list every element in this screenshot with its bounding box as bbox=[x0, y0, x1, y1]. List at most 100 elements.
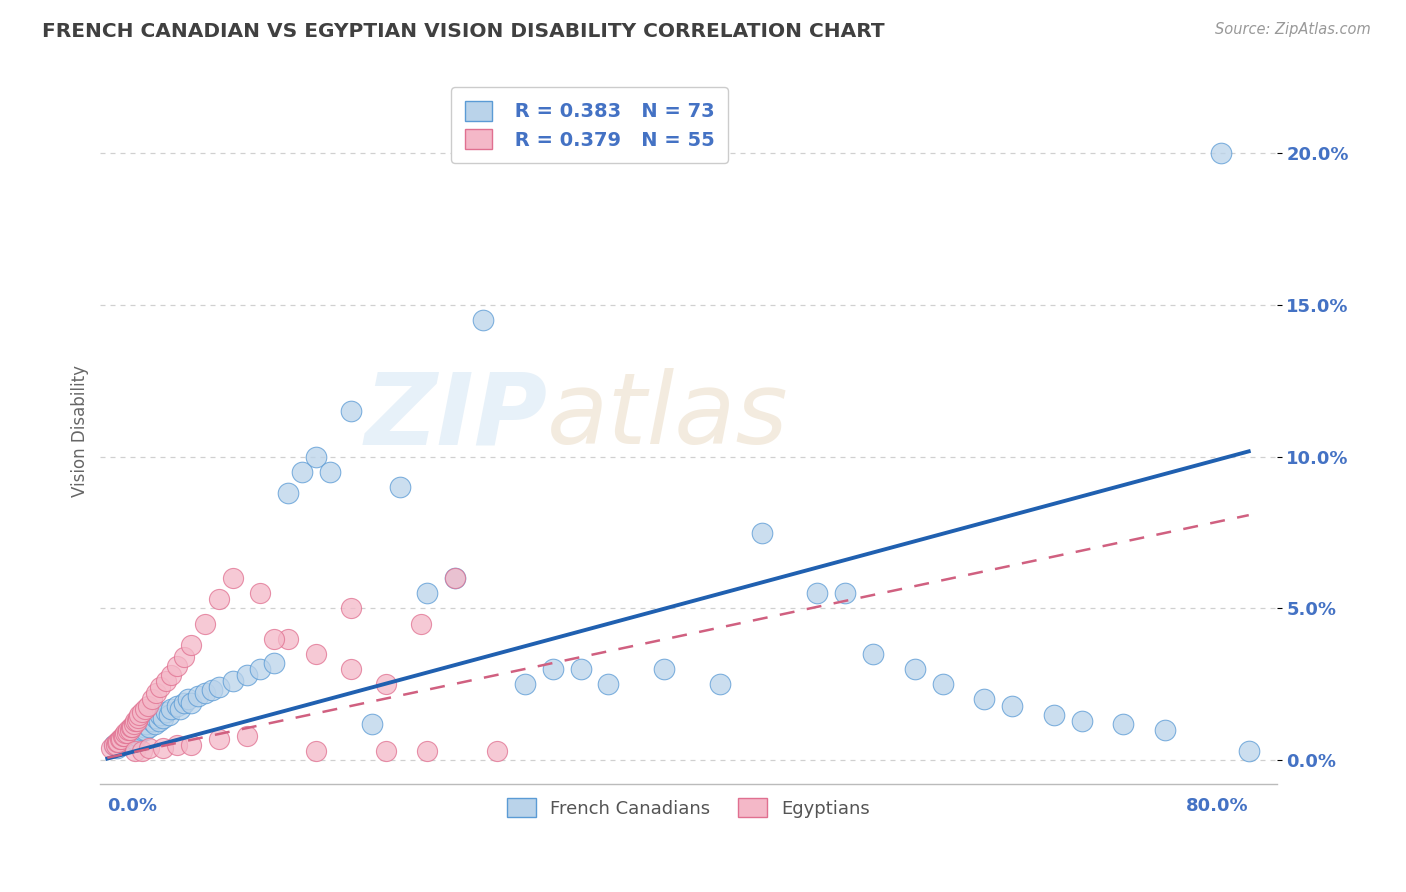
Point bbox=[125, 729, 148, 743]
Point bbox=[121, 720, 143, 734]
Point bbox=[1112, 716, 1135, 731]
Point bbox=[110, 735, 132, 749]
Point bbox=[208, 681, 231, 695]
Point bbox=[173, 696, 195, 710]
Point bbox=[155, 674, 177, 689]
Point bbox=[277, 632, 299, 646]
Point bbox=[122, 716, 145, 731]
Point bbox=[108, 731, 131, 746]
Point bbox=[388, 480, 411, 494]
Point bbox=[155, 705, 177, 719]
Point bbox=[201, 683, 224, 698]
Point bbox=[141, 692, 163, 706]
Point bbox=[1209, 146, 1232, 161]
Point bbox=[134, 701, 156, 715]
Text: FRENCH CANADIAN VS EGYPTIAN VISION DISABILITY CORRELATION CHART: FRENCH CANADIAN VS EGYPTIAN VISION DISAB… bbox=[42, 22, 884, 41]
Point bbox=[120, 729, 142, 743]
Point bbox=[135, 716, 157, 731]
Point bbox=[709, 677, 731, 691]
Point bbox=[444, 571, 467, 585]
Point bbox=[194, 686, 217, 700]
Point bbox=[472, 313, 495, 327]
Point bbox=[118, 735, 141, 749]
Point bbox=[263, 632, 285, 646]
Point bbox=[1001, 698, 1024, 713]
Point bbox=[128, 707, 150, 722]
Point bbox=[1070, 714, 1092, 728]
Point bbox=[1043, 707, 1066, 722]
Point bbox=[513, 677, 536, 691]
Point bbox=[166, 659, 188, 673]
Point bbox=[173, 650, 195, 665]
Point bbox=[112, 731, 135, 746]
Point bbox=[277, 486, 299, 500]
Text: 80.0%: 80.0% bbox=[1187, 797, 1249, 814]
Point bbox=[973, 692, 995, 706]
Point bbox=[166, 698, 188, 713]
Point bbox=[131, 744, 153, 758]
Point bbox=[409, 616, 432, 631]
Point bbox=[208, 592, 231, 607]
Point bbox=[291, 465, 314, 479]
Point bbox=[160, 701, 183, 715]
Point bbox=[374, 677, 396, 691]
Point bbox=[374, 744, 396, 758]
Point bbox=[134, 723, 156, 737]
Point bbox=[249, 586, 271, 600]
Point bbox=[235, 668, 257, 682]
Point bbox=[149, 707, 172, 722]
Point bbox=[416, 586, 439, 600]
Legend: French Canadians, Egyptians: French Canadians, Egyptians bbox=[501, 791, 877, 825]
Point bbox=[169, 701, 191, 715]
Point bbox=[131, 723, 153, 737]
Point bbox=[104, 738, 127, 752]
Point bbox=[128, 726, 150, 740]
Point bbox=[110, 731, 132, 746]
Point bbox=[103, 738, 125, 752]
Point bbox=[862, 647, 884, 661]
Point bbox=[208, 731, 231, 746]
Y-axis label: Vision Disability: Vision Disability bbox=[72, 365, 89, 497]
Point bbox=[180, 738, 202, 752]
Point bbox=[107, 738, 129, 752]
Point bbox=[569, 662, 592, 676]
Point bbox=[145, 686, 167, 700]
Text: 0.0%: 0.0% bbox=[107, 797, 157, 814]
Point bbox=[124, 744, 146, 758]
Text: Source: ZipAtlas.com: Source: ZipAtlas.com bbox=[1215, 22, 1371, 37]
Point bbox=[152, 711, 174, 725]
Point bbox=[180, 696, 202, 710]
Point bbox=[127, 723, 149, 737]
Point bbox=[305, 744, 328, 758]
Point bbox=[127, 711, 149, 725]
Point bbox=[340, 404, 363, 418]
Point bbox=[145, 711, 167, 725]
Point bbox=[157, 707, 180, 722]
Point bbox=[132, 720, 155, 734]
Point bbox=[136, 698, 159, 713]
Point bbox=[486, 744, 509, 758]
Point bbox=[149, 681, 172, 695]
Point bbox=[1237, 744, 1260, 758]
Point bbox=[194, 616, 217, 631]
Point bbox=[444, 571, 467, 585]
Point bbox=[249, 662, 271, 676]
Point bbox=[122, 731, 145, 746]
Point bbox=[141, 714, 163, 728]
Point bbox=[340, 601, 363, 615]
Point bbox=[305, 647, 328, 661]
Point bbox=[117, 731, 139, 746]
Point bbox=[263, 656, 285, 670]
Point bbox=[221, 571, 243, 585]
Point bbox=[187, 690, 209, 704]
Point bbox=[115, 726, 138, 740]
Point bbox=[112, 729, 135, 743]
Point bbox=[177, 692, 200, 706]
Point bbox=[319, 465, 342, 479]
Point bbox=[340, 662, 363, 676]
Point bbox=[124, 726, 146, 740]
Point bbox=[180, 638, 202, 652]
Point bbox=[118, 723, 141, 737]
Point bbox=[751, 525, 773, 540]
Text: atlas: atlas bbox=[547, 368, 789, 466]
